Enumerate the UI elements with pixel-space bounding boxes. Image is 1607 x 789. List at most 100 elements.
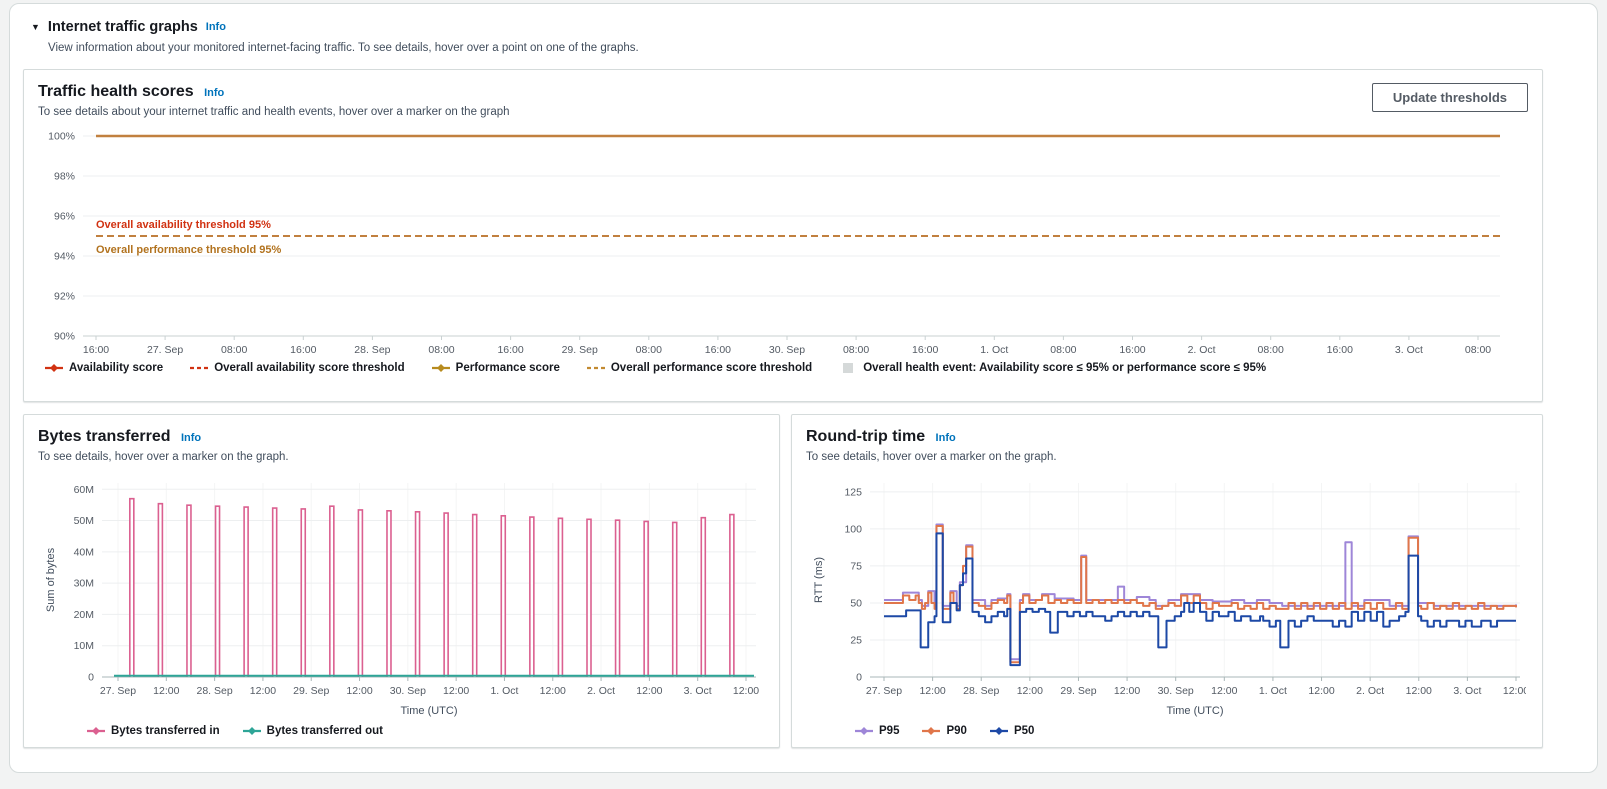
traffic-health-scores-card: Traffic health scores Info To see detail… xyxy=(23,69,1543,402)
bytes-card-description: To see details, hover over a marker on t… xyxy=(38,451,289,463)
rtt-chart-legend: P95 P90 P50 xyxy=(808,725,1526,737)
bytes-in-pulse xyxy=(357,509,364,677)
rtt-card-description: To see details, hover over a marker on t… xyxy=(806,451,1057,463)
legend-item-overall-availability-score-threshold[interactable]: Overall availability score threshold xyxy=(189,362,405,374)
svg-text:12:00: 12:00 xyxy=(153,685,179,697)
svg-text:2. Oct: 2. Oct xyxy=(1188,344,1216,356)
svg-text:12:00: 12:00 xyxy=(250,685,276,697)
svg-text:RTT (ms): RTT (ms) xyxy=(813,557,825,603)
svg-text:Time (UTC): Time (UTC) xyxy=(400,705,457,717)
svg-text:90%: 90% xyxy=(54,331,75,343)
bytes-in-pulse xyxy=(614,519,621,677)
svg-text:12:00: 12:00 xyxy=(733,685,759,697)
round-trip-time-chart: 125 100 75 50 25 0 27. Sep 12:00 28. Sep 12:00 29.… xyxy=(813,483,1526,717)
section-info-link[interactable]: Info xyxy=(205,21,226,33)
svg-text:125: 125 xyxy=(844,486,862,498)
svg-text:29. Sep: 29. Sep xyxy=(1060,685,1096,697)
svg-text:100: 100 xyxy=(844,523,862,535)
legend-label: P50 xyxy=(1013,725,1035,737)
rtt-card-header: Round-trip time Info To see details, hov… xyxy=(792,415,1542,463)
legend-label: Availability score xyxy=(69,362,164,374)
svg-text:0: 0 xyxy=(88,672,94,684)
bytes-in-pulse xyxy=(214,505,221,677)
svg-text:28. Sep: 28. Sep xyxy=(963,685,999,697)
bytes-in-pulse xyxy=(729,513,735,677)
svg-text:29. Sep: 29. Sep xyxy=(293,685,329,697)
health-card-description: To see details about your internet traff… xyxy=(38,106,510,118)
bytes-in-pulse xyxy=(300,508,307,677)
svg-text:98%: 98% xyxy=(54,171,75,183)
svg-text:08:00: 08:00 xyxy=(1258,344,1284,356)
svg-text:3. Oct: 3. Oct xyxy=(1395,344,1423,356)
legend-marker-p90-icon xyxy=(922,727,941,735)
bytes-chart-legend: Bytes transferred in Bytes transferred ou… xyxy=(40,725,763,737)
svg-text:16:00: 16:00 xyxy=(497,344,523,356)
bytes-in-pulse xyxy=(186,504,192,677)
svg-text:12:00: 12:00 xyxy=(1017,685,1043,697)
rtt-card-title: Round-trip time xyxy=(806,428,926,445)
svg-text:40M: 40M xyxy=(74,546,94,558)
rtt-series-p50 xyxy=(884,532,1516,667)
svg-text:16:00: 16:00 xyxy=(1119,344,1145,356)
svg-text:12:00: 12:00 xyxy=(919,685,945,697)
bytes-in-pulse xyxy=(557,517,564,677)
bytes-in-pulse xyxy=(586,518,592,677)
svg-text:27. Sep: 27. Sep xyxy=(147,344,183,356)
svg-text:2. Oct: 2. Oct xyxy=(587,685,615,697)
legend-item-availability-score[interactable]: Availability score xyxy=(44,362,163,374)
health-card-title: Traffic health scores xyxy=(38,83,194,100)
bottom-charts-row: Bytes transferred Info To see details, h… xyxy=(23,414,1543,748)
bytes-info-link[interactable]: Info xyxy=(180,432,202,444)
svg-text:12:00: 12:00 xyxy=(1503,685,1526,697)
legend-marker-overall-health-event-availability-score-95-icon xyxy=(843,363,854,373)
bytes-in-pulse xyxy=(700,516,707,677)
legend-item-p50[interactable]: P50 xyxy=(989,725,1034,737)
svg-text:30. Sep: 30. Sep xyxy=(769,344,805,356)
bytes-in-pulse xyxy=(129,497,135,677)
svg-text:Overall performance threshold: Overall performance threshold 95% xyxy=(96,244,281,256)
svg-text:Sum of bytes: Sum of bytes xyxy=(45,547,57,612)
legend-item-bytes-transferred-out[interactable]: Bytes transferred out xyxy=(242,725,383,737)
legend-label: Overall health event: Availability score… xyxy=(863,362,1267,374)
legend-item-overall-health-event-availability-score-95[interactable]: Overall health event: Availability score… xyxy=(838,362,1266,374)
bytes-in-pulse xyxy=(500,515,507,677)
svg-text:3. Oct: 3. Oct xyxy=(1453,685,1481,697)
svg-text:3. Oct: 3. Oct xyxy=(684,685,712,697)
bytes-transferred-chart: 60M 50M 40M 30M 20M 10M 0 27. Sep 12:00 28. Sep 12… xyxy=(45,483,759,717)
svg-text:08:00: 08:00 xyxy=(221,344,247,356)
legend-item-bytes-transferred-in[interactable]: Bytes transferred in xyxy=(86,725,220,737)
legend-item-p95[interactable]: P95 xyxy=(854,725,899,737)
svg-text:92%: 92% xyxy=(54,291,75,303)
section-header: ▼ Internet traffic graphs Info xyxy=(31,19,1543,35)
svg-text:1. Oct: 1. Oct xyxy=(490,685,518,697)
svg-text:16:00: 16:00 xyxy=(912,344,938,356)
bytes-card-title: Bytes transferred xyxy=(38,428,171,445)
svg-text:75: 75 xyxy=(850,560,862,572)
svg-text:12:00: 12:00 xyxy=(443,685,469,697)
svg-text:08:00: 08:00 xyxy=(843,344,869,356)
bytes-in-pulse xyxy=(414,510,421,677)
svg-text:12:00: 12:00 xyxy=(1308,685,1334,697)
bytes-in-pulse xyxy=(243,506,249,677)
svg-text:16:00: 16:00 xyxy=(83,344,109,356)
legend-item-p90[interactable]: P90 xyxy=(921,725,967,737)
svg-text:30. Sep: 30. Sep xyxy=(1158,685,1194,697)
svg-text:12:00: 12:00 xyxy=(636,685,662,697)
legend-marker-performance-score-icon xyxy=(431,364,450,372)
svg-text:16:00: 16:00 xyxy=(705,344,731,356)
collapse-caret-icon[interactable]: ▼ xyxy=(31,21,40,32)
svg-text:12:00: 12:00 xyxy=(1211,685,1237,697)
health-info-link[interactable]: Info xyxy=(204,87,225,99)
legend-item-overall-performance-score-threshold[interactable]: Overall performance score threshold xyxy=(586,362,812,374)
rtt-series-p95 xyxy=(884,523,1517,661)
legend-marker-availability-score-icon xyxy=(45,364,63,372)
rtt-series-p90 xyxy=(884,524,1517,664)
update-thresholds-button[interactable]: Update thresholds xyxy=(1371,83,1528,112)
legend-item-performance-score[interactable]: Performance score xyxy=(431,362,560,374)
rtt-info-link[interactable]: Info xyxy=(935,432,956,444)
svg-text:12:00: 12:00 xyxy=(540,685,566,697)
bytes-in-pulse xyxy=(443,512,449,677)
svg-text:27. Sep: 27. Sep xyxy=(866,685,902,697)
svg-text:12:00: 12:00 xyxy=(346,685,372,697)
svg-text:Overall availability threshold: Overall availability threshold 95% xyxy=(96,219,271,231)
